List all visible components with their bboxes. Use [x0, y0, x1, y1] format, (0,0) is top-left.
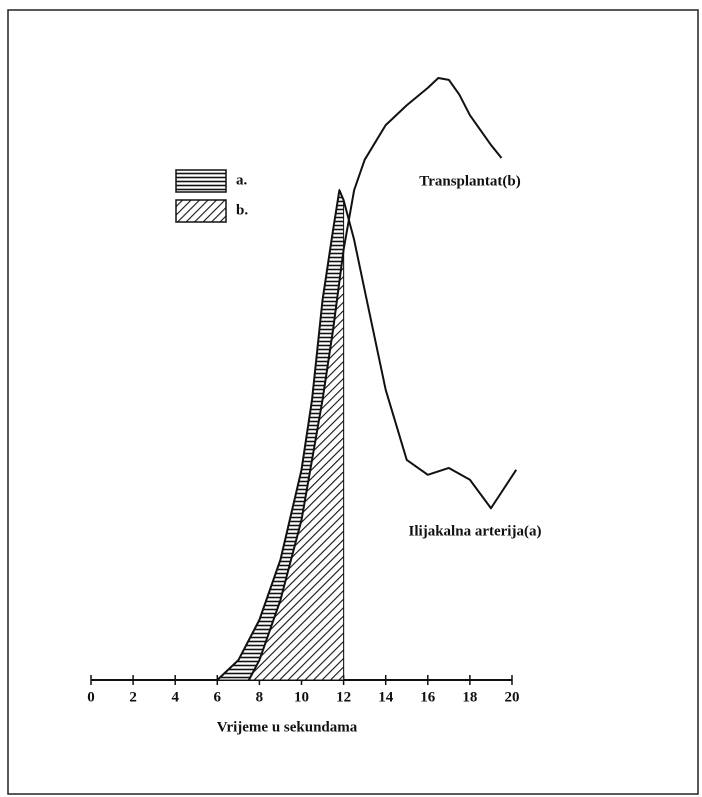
legend-label: b. — [236, 202, 248, 218]
legend-swatch — [175, 169, 227, 193]
x-tick-label: 0 — [87, 689, 95, 705]
x-tick-label: 18 — [462, 689, 477, 705]
x-tick-label: 20 — [505, 689, 520, 705]
x-tick-label: 6 — [214, 689, 222, 705]
legend-swatch — [175, 199, 227, 223]
x-tick-label: 12 — [336, 689, 351, 705]
legend-label: a. — [236, 172, 248, 188]
x-tick-label: 2 — [129, 689, 137, 705]
x-axis-label: Vrijeme u sekundama — [217, 719, 358, 735]
line — [216, 189, 518, 681]
x-tick-label: 8 — [256, 689, 264, 705]
series-annotation: Ilijakalna arterija(a) — [409, 523, 542, 539]
frame — [7, 9, 699, 795]
x-tick-label: 10 — [294, 689, 309, 705]
x-tick-label: 14 — [378, 689, 394, 705]
x-tick-label: 4 — [171, 689, 179, 705]
x-tick-label: 16 — [420, 689, 436, 705]
series-annotation: Transplantat(b) — [419, 173, 520, 189]
line — [247, 76, 503, 681]
